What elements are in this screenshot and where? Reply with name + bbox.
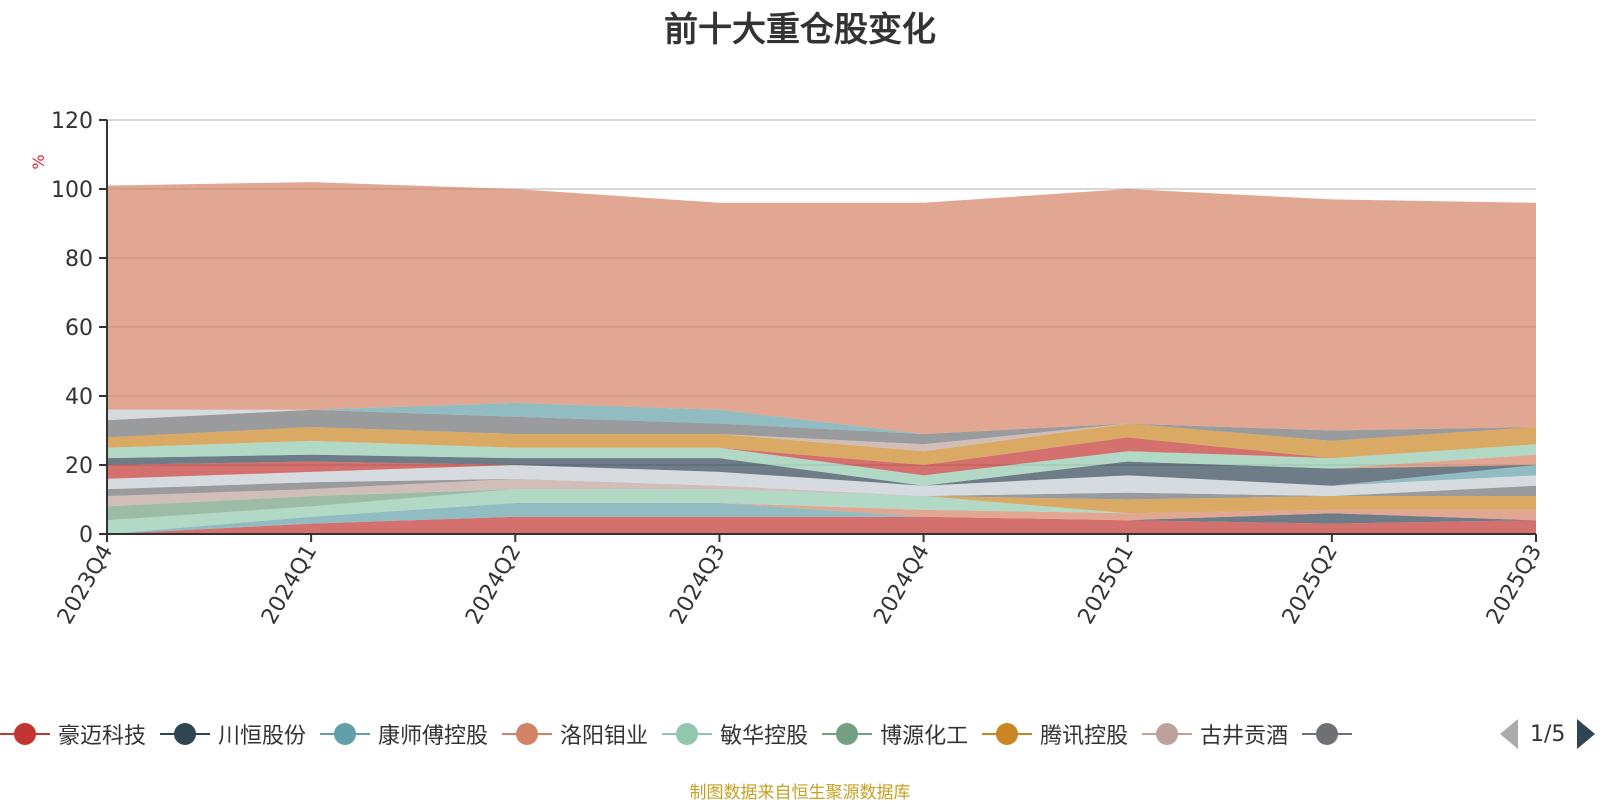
legend-dot [174,723,197,745]
x-tick-label: 2024Q2 [461,541,526,629]
x-tick-label: 2024Q1 [257,541,322,629]
area-series-腾讯控股 [107,489,1536,514]
area-series-S22 [107,182,1536,434]
legend-circle-icon [822,722,873,746]
y-tick-label: 100 [51,178,93,203]
y-tick-label: 0 [79,523,93,548]
legend-circle-icon [160,722,211,746]
area-series-group [107,182,1536,534]
x-tick-label: 2025Q2 [1278,541,1343,629]
x-tick-label: 2024Q4 [869,541,934,629]
area-series-S15 [107,440,1536,486]
chart-title: 前十大重仓股变化 [664,10,936,50]
y-tick-label: 20 [65,454,93,479]
legend-label: 敏华控股 [720,724,809,749]
legend-label: 洛阳钼业 [560,724,649,749]
y-tick-label: 80 [65,247,93,272]
legend-dot [996,723,1019,745]
area-series-洛阳钼业 [107,502,1536,534]
legend-circle-icon [1302,722,1353,746]
legend-dot [334,723,357,745]
area-series-豪迈科技 [107,516,1536,534]
legend-item[interactable] [1302,722,1360,746]
legend-label: 豪迈科技 [58,724,147,749]
legend-circle-icon [0,722,50,746]
legend-dot [14,723,36,745]
legend-label: 川恒股份 [218,724,307,749]
legend-pager: 1/5 [1500,716,1596,752]
legend-circle-icon [502,722,553,746]
legend-dot [836,723,859,745]
y-tick-label: 60 [65,316,93,341]
source-note: 制图数据来自恒生聚源数据库 [689,783,911,803]
legend-dot [1156,723,1179,745]
area-series-S20 [107,402,1536,434]
legend-item[interactable]: 洛阳钼业 [502,718,648,750]
legend-next-arrow-icon[interactable] [1577,719,1596,749]
y-tick-label: 120 [51,109,93,134]
legend-label: 腾讯控股 [1040,724,1129,749]
y-axis-label: % [29,154,48,169]
legend-dot [1316,723,1339,745]
legend-item[interactable]: 腾讯控股 [982,718,1128,750]
area-series-S10 [107,465,1536,497]
legend-prev-arrow-icon[interactable] [1500,719,1518,749]
x-tick-label: 2024Q3 [665,541,730,629]
legend-item[interactable]: 博源化工 [822,718,968,750]
legend-item[interactable]: 康师傅控股 [320,718,488,750]
area-series-S17 [107,423,1536,465]
legend-dot [516,723,539,745]
legend-item[interactable]: 敏华控股 [662,718,808,750]
legend-circle-icon [662,722,713,746]
legend-label: 康师傅控股 [378,724,489,749]
x-tick-label: 2025Q3 [1482,541,1547,629]
area-series-敏华控股 [107,489,1536,534]
legend-label: 古井贡酒 [1200,724,1289,749]
area-series-S11 [107,461,1536,486]
stacked-area-chart: % 0 20 40 60 80 100 120 2023Q4 2024Q1 2024Q2 2024Q… [29,109,1547,629]
x-tick-label: 2023Q4 [53,541,118,629]
legend: 豪迈科技 川恒股份 康师傅控股 洛阳钼业 敏华控股 博源化工 腾讯控股 古井贡酒 [0,716,1600,752]
legend-item[interactable]: 豪迈科技 [0,718,146,750]
legend-circle-icon [1142,722,1193,746]
area-series-康师傅控股 [107,502,1536,534]
legend-item[interactable]: 古井贡酒 [1142,718,1288,750]
legend-circle-icon [320,722,371,746]
legend-label: 博源化工 [880,724,969,749]
legend-circle-icon [982,722,1033,746]
legend-page-indicator: 1/5 [1530,721,1566,747]
legend-dot [676,723,699,745]
y-tick-label: 40 [65,385,93,410]
area-series-S9 [107,478,1536,500]
area-series-S13 [107,454,1536,486]
area-series-川恒股份 [107,513,1536,534]
area-series-S19 [107,409,1536,445]
area-series-古井贡酒 [107,478,1536,507]
legend-item[interactable]: 川恒股份 [160,718,306,750]
x-tick-label: 2025Q1 [1074,541,1139,629]
